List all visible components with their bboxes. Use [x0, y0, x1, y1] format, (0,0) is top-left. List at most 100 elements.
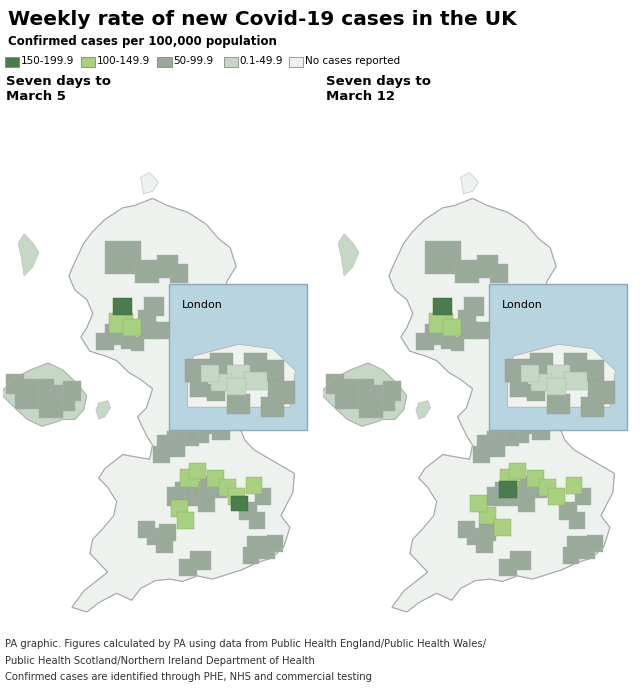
Polygon shape [416, 334, 434, 350]
Polygon shape [198, 495, 214, 512]
Polygon shape [506, 419, 529, 443]
Polygon shape [461, 172, 479, 194]
Polygon shape [143, 297, 164, 316]
Polygon shape [488, 438, 506, 457]
Polygon shape [69, 199, 294, 612]
Polygon shape [530, 482, 547, 498]
Polygon shape [371, 385, 395, 411]
Polygon shape [458, 521, 475, 538]
Polygon shape [246, 536, 268, 556]
Polygon shape [131, 337, 144, 352]
Polygon shape [219, 479, 236, 496]
Polygon shape [359, 397, 383, 418]
Polygon shape [499, 482, 517, 498]
Polygon shape [566, 477, 582, 493]
Polygon shape [268, 381, 296, 404]
Bar [157, 57, 172, 66]
Polygon shape [96, 334, 114, 350]
Polygon shape [199, 414, 220, 435]
Bar [224, 57, 238, 66]
Polygon shape [246, 477, 262, 493]
Polygon shape [441, 335, 456, 349]
Text: Seven days to
March 12: Seven days to March 12 [326, 75, 431, 103]
Polygon shape [488, 487, 506, 507]
Polygon shape [477, 435, 498, 455]
Polygon shape [490, 264, 508, 283]
Bar [289, 57, 303, 66]
Polygon shape [261, 397, 284, 417]
Polygon shape [198, 388, 214, 404]
Polygon shape [477, 255, 498, 278]
Polygon shape [192, 482, 209, 498]
Text: 50-99.9: 50-99.9 [173, 55, 213, 66]
Polygon shape [539, 479, 556, 496]
Text: Public Health Scotland/Northern Ireland Department of Health: Public Health Scotland/Northern Ireland … [5, 655, 315, 666]
Polygon shape [255, 489, 271, 505]
Polygon shape [425, 241, 461, 273]
Polygon shape [510, 379, 528, 397]
Text: No cases reported: No cases reported [305, 55, 400, 66]
Polygon shape [201, 365, 220, 382]
Polygon shape [24, 379, 54, 408]
Text: 150-199.9: 150-199.9 [20, 55, 74, 66]
Text: Confirmed cases per 100,000 population: Confirmed cases per 100,000 population [8, 35, 276, 48]
Polygon shape [168, 438, 186, 457]
Polygon shape [18, 234, 39, 276]
Polygon shape [587, 536, 604, 552]
Polygon shape [389, 199, 614, 612]
Polygon shape [228, 489, 244, 505]
Polygon shape [186, 419, 209, 443]
Polygon shape [141, 172, 159, 194]
Polygon shape [320, 363, 407, 426]
Polygon shape [479, 524, 496, 540]
Polygon shape [180, 468, 200, 487]
Polygon shape [138, 322, 159, 338]
Polygon shape [425, 325, 449, 345]
Polygon shape [227, 378, 246, 395]
Polygon shape [531, 374, 552, 391]
Polygon shape [527, 470, 543, 486]
Polygon shape [212, 421, 230, 441]
Polygon shape [249, 512, 266, 529]
Polygon shape [498, 426, 519, 446]
Polygon shape [227, 394, 250, 415]
Polygon shape [527, 384, 545, 401]
Polygon shape [454, 260, 479, 283]
Polygon shape [175, 482, 196, 502]
Polygon shape [564, 372, 587, 390]
Polygon shape [581, 397, 604, 417]
Polygon shape [588, 381, 616, 404]
Polygon shape [518, 388, 534, 404]
Polygon shape [243, 547, 259, 564]
Polygon shape [157, 435, 178, 455]
Text: Confirmed cases are identified through PHE, NHS and commercial testing: Confirmed cases are identified through P… [5, 672, 372, 682]
Polygon shape [105, 325, 129, 345]
Polygon shape [559, 502, 577, 520]
Bar [170, 284, 307, 430]
Polygon shape [211, 374, 232, 391]
Polygon shape [157, 255, 178, 278]
Polygon shape [210, 482, 227, 498]
Polygon shape [416, 401, 431, 419]
Polygon shape [566, 536, 588, 556]
Polygon shape [168, 487, 186, 507]
Polygon shape [531, 353, 553, 374]
Polygon shape [326, 374, 344, 394]
Polygon shape [156, 534, 173, 554]
Polygon shape [495, 482, 516, 502]
Polygon shape [458, 310, 476, 327]
Bar [5, 57, 19, 66]
Polygon shape [338, 234, 359, 276]
Polygon shape [51, 385, 75, 411]
Polygon shape [6, 374, 24, 394]
Polygon shape [563, 547, 579, 564]
Polygon shape [154, 322, 169, 338]
Polygon shape [190, 379, 208, 397]
Polygon shape [581, 361, 604, 381]
Polygon shape [231, 496, 248, 511]
Polygon shape [443, 319, 461, 336]
Polygon shape [267, 536, 284, 552]
Polygon shape [177, 512, 194, 529]
Polygon shape [109, 313, 133, 334]
Polygon shape [147, 529, 164, 545]
